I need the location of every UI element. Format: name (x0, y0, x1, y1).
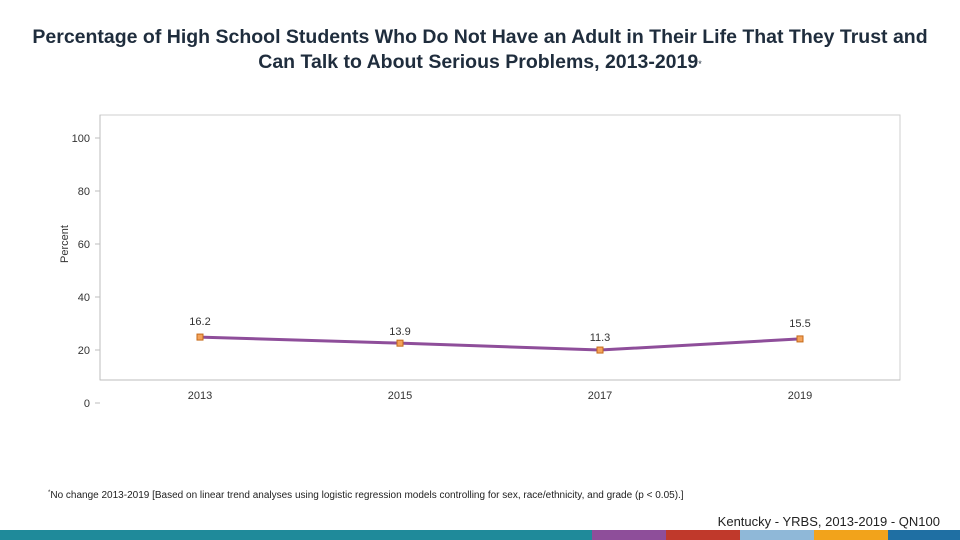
y-axis-title: Percent (59, 225, 71, 263)
data-label: 16.2 (189, 316, 210, 328)
series-line (199, 335, 801, 352)
data-label: 15.5 (789, 318, 810, 330)
bottom-bar-segment (814, 530, 888, 540)
y-tick-label: 40 (78, 292, 90, 304)
chart-title-marker: * (698, 59, 702, 69)
chart-title-line-1: Percentage of High School Students Who D… (32, 26, 928, 48)
data-point (396, 339, 404, 347)
bottom-bar-segment (0, 530, 592, 540)
data-point (796, 335, 804, 343)
x-tick-label: 2015 (388, 390, 412, 402)
footnote-text: No change 2013-2019 [Based on linear tre… (50, 490, 684, 501)
data-point (596, 346, 604, 354)
bottom-bar-segment (666, 530, 740, 540)
bottom-bar-segment (592, 530, 666, 540)
footnote: *No change 2013-2019 [Based on linear tr… (48, 490, 684, 501)
chart-title-line-2: Can Talk to About Serious Problems, 2013… (0, 50, 960, 75)
y-tick-label: 20 (78, 345, 90, 357)
plot-area (99, 114, 901, 381)
x-tick-label: 2019 (788, 390, 812, 402)
data-label: 13.9 (389, 326, 410, 338)
y-tick-label: 100 (72, 133, 90, 145)
source-label: Kentucky - YRBS, 2013-2019 - QN100 (717, 514, 940, 529)
data-label: 11.3 (590, 332, 611, 344)
x-tick-label: 2013 (188, 390, 212, 402)
x-tick-label: 2017 (588, 390, 612, 402)
bottom-color-bar (0, 530, 960, 540)
footnote-marker: * (48, 490, 51, 496)
y-tick-label: 0 (84, 398, 90, 410)
chart-title-line-2-text: Can Talk to About Serious Problems, 2013… (258, 51, 699, 73)
bottom-bar-segment (740, 530, 814, 540)
y-tick-label: 60 (78, 239, 90, 251)
bottom-bar-segment (888, 530, 960, 540)
chart-title: Percentage of High School Students Who D… (0, 25, 960, 75)
data-point (196, 333, 204, 341)
y-tick-label: 80 (78, 186, 90, 198)
